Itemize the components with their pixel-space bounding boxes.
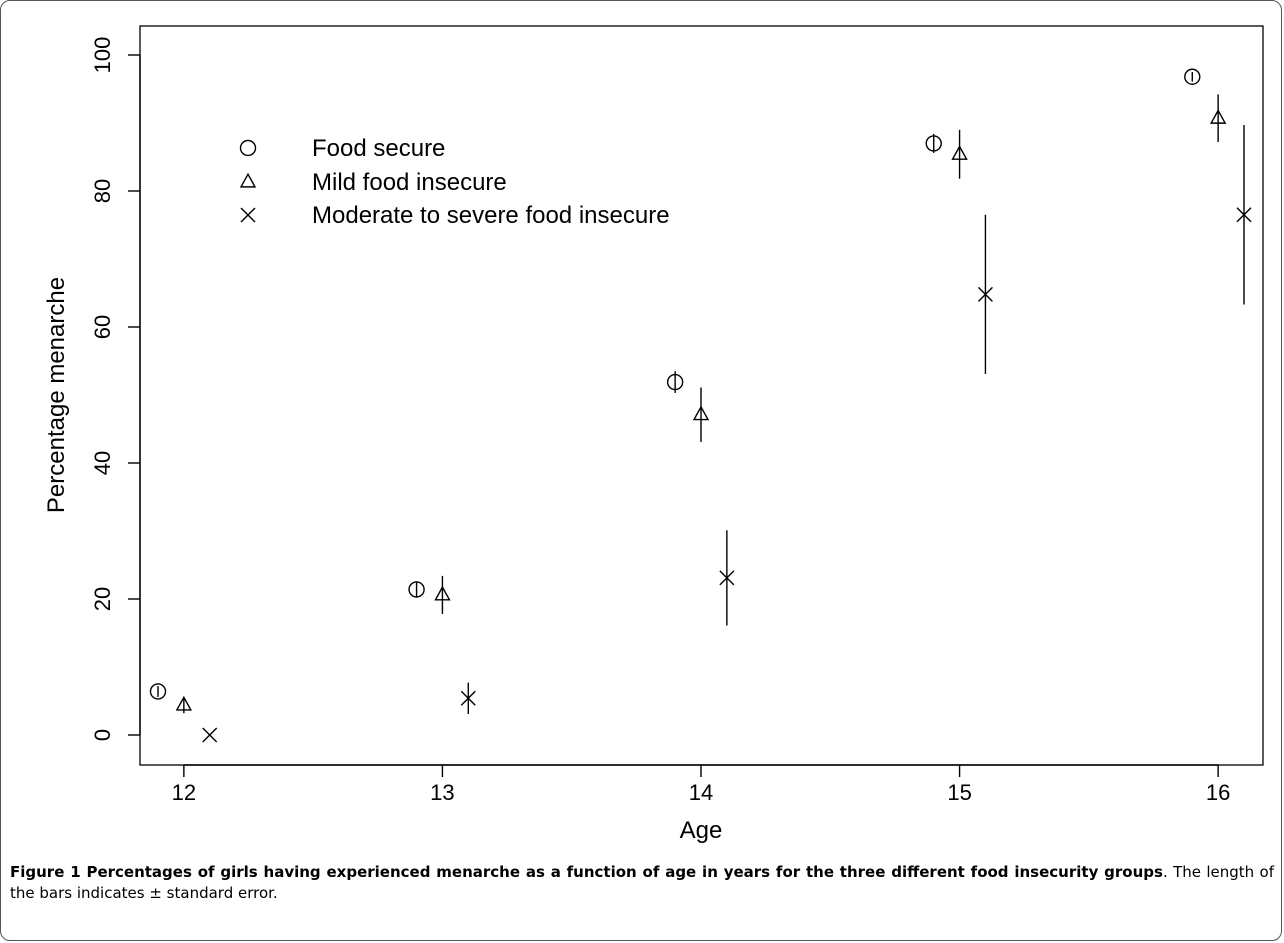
y-tick-label: 20 <box>90 587 115 611</box>
x-marker-stroke <box>202 727 218 743</box>
x-marker-stroke <box>719 570 735 586</box>
x-axis-label: Age <box>680 817 723 844</box>
y-tick-label: 100 <box>90 37 115 74</box>
data-point-mild-food-insecure <box>175 695 193 711</box>
data-point-mild-food-insecure <box>434 585 451 601</box>
data-point-food-secure <box>666 373 684 391</box>
caption-title: Figure 1 Percentages of girls having exp… <box>10 863 1163 881</box>
data-point-mild-food-insecure <box>1209 108 1227 124</box>
data-point-moderate-to-severe-food-insecure <box>977 286 993 302</box>
legend-marker-x <box>240 207 256 223</box>
x-tick-label: 14 <box>689 780 713 805</box>
x-tick-label: 13 <box>430 780 454 805</box>
x-tick-label: 15 <box>947 780 971 805</box>
data-point-food-secure <box>408 581 425 598</box>
y-tick-label: 60 <box>90 315 115 339</box>
data-point-moderate-to-severe-food-insecure <box>460 690 476 706</box>
y-tick-label: 40 <box>90 451 115 475</box>
data-point-mild-food-insecure <box>951 145 968 160</box>
x-marker-stroke <box>240 207 256 223</box>
scatter-chart: 0 20 40 60 80 100 12 13 14 15 16 Food secure Mild … <box>43 25 1264 844</box>
legend-label: Food secure <box>312 135 445 162</box>
data-point-mild-food-insecure <box>692 405 710 421</box>
legend: Food secure Mild food insecure Moderate to… <box>239 135 670 229</box>
data-point-moderate-to-severe-food-insecure <box>202 727 218 743</box>
y-axis: 0 20 40 60 80 100 <box>90 37 141 741</box>
x-tick-label: 12 <box>172 780 196 805</box>
x-marker-stroke <box>460 690 476 706</box>
x-marker-stroke <box>977 286 993 302</box>
y-axis-label: Percentage menarche <box>43 277 70 513</box>
x-axis: 12 13 14 15 16 <box>172 764 1230 805</box>
data-point-food-secure <box>1184 68 1201 85</box>
y-tick-label: 80 <box>90 179 115 203</box>
legend-label: Moderate to severe food insecure <box>312 202 670 229</box>
figure-caption: Figure 1 Percentages of girls having exp… <box>10 862 1274 904</box>
data-point-food-secure <box>925 135 942 152</box>
data-point-moderate-to-severe-food-insecure <box>719 570 735 586</box>
caption-text: . The length of the bars indicates ± sta… <box>10 863 1274 902</box>
data-point-moderate-to-severe-food-insecure <box>1236 207 1252 223</box>
legend-marker-triangle <box>239 172 257 188</box>
legend-label: Mild food insecure <box>312 169 507 196</box>
x-tick-label: 16 <box>1206 780 1230 805</box>
data-marks <box>149 68 1252 743</box>
legend-marker-circle <box>239 139 257 157</box>
data-point-food-secure <box>149 683 167 700</box>
y-tick-label: 0 <box>90 729 115 741</box>
x-marker-stroke <box>1236 207 1252 223</box>
